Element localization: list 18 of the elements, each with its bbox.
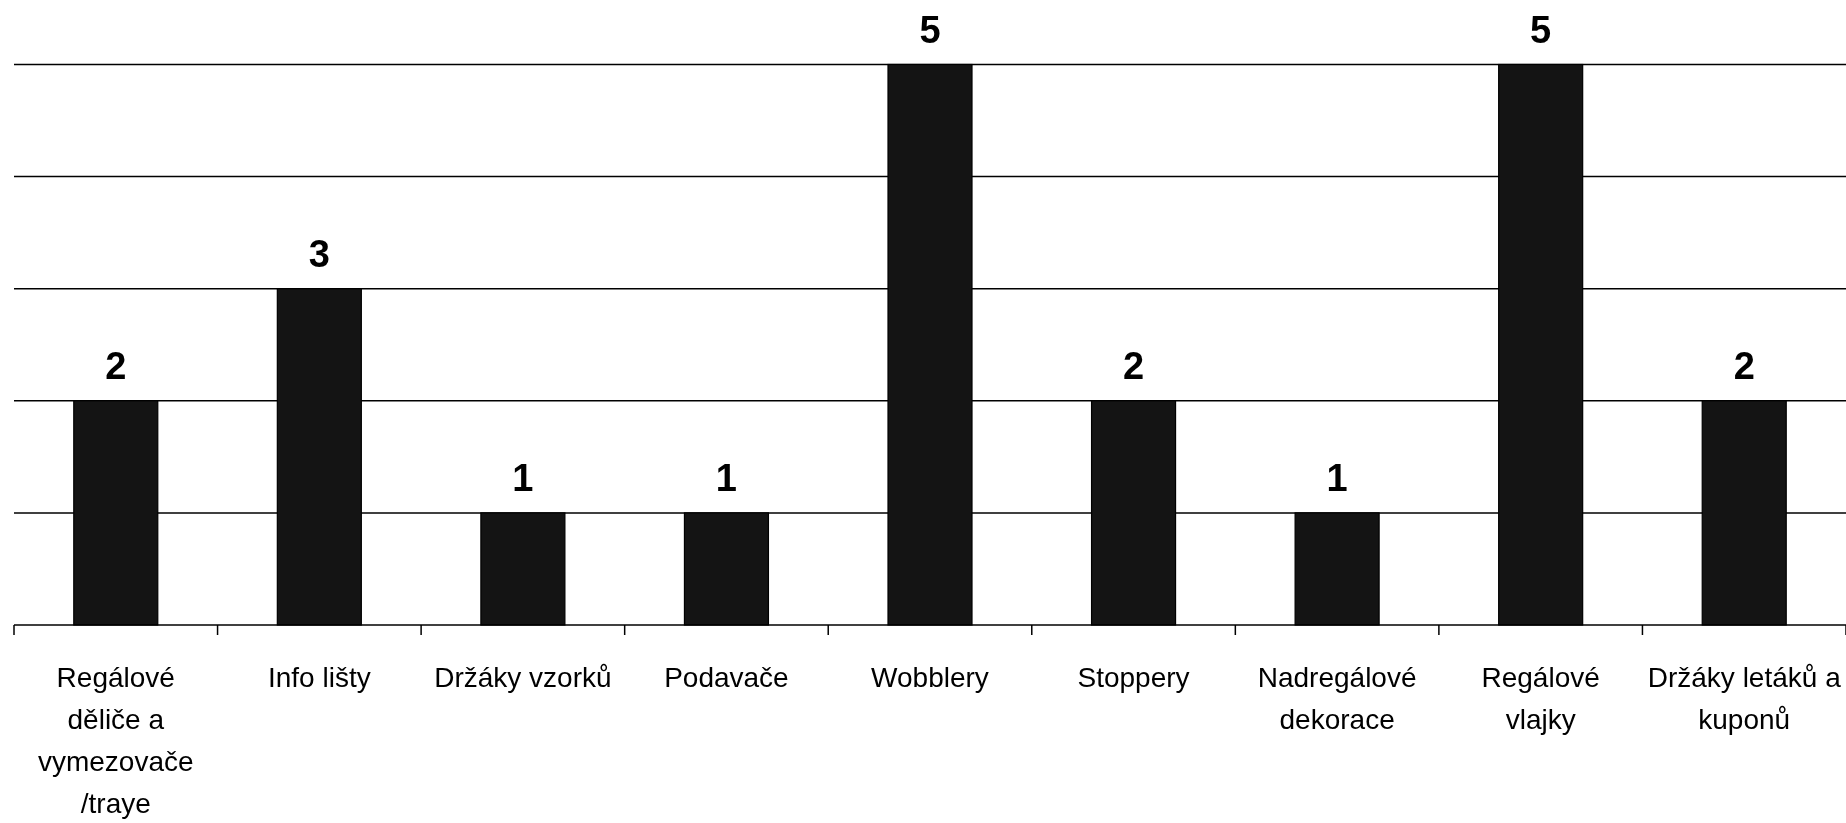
x-tick-label: Držáky vzorků [434,662,612,693]
data-label: 5 [1530,8,1552,51]
x-tick-label: Nadregálové dekorace [1257,662,1417,735]
data-label: 1 [715,456,738,499]
data-label: 2 [1733,344,1755,387]
data-label: 1 [512,456,534,499]
x-tick-label: Wobblery [871,662,989,693]
data-label: 2 [1122,344,1145,387]
x-tick-label: Podavače [664,662,789,693]
x-tick-label: Držáky letáků a kuponů [1647,662,1842,735]
x-tick-label: Stoppery [1077,662,1190,693]
x-tick-label: Regálové děliče a vymezovače /traye [37,662,194,819]
data-label: 1 [1326,456,1348,499]
x-tick-label: Regálové vlajky [1481,662,1600,735]
data-label: 2 [105,344,127,387]
x-tick-label: Info lišty [267,662,371,693]
data-label: 5 [919,8,941,51]
data-label: 3 [308,232,330,275]
